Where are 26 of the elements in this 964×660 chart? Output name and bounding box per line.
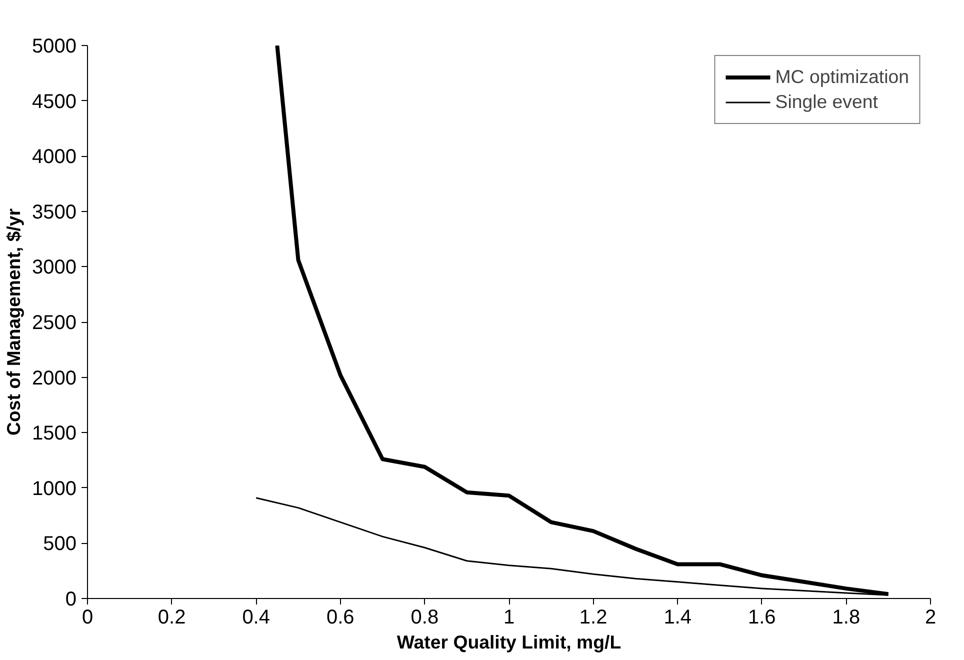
x-tick-label: 1 (503, 606, 515, 628)
y-tick-label: 3500 (32, 201, 77, 224)
x-tick-label: 0.2 (158, 606, 186, 628)
y-tick-label: 4500 (32, 90, 77, 113)
x-tick-label: 0.6 (326, 606, 354, 628)
y-tick-label: 1000 (32, 478, 77, 500)
y-tick-label: 500 (43, 533, 77, 556)
x-tick-label: 0.4 (242, 606, 270, 628)
y-tick-label: 0 (65, 588, 76, 610)
y-tick-label: 1500 (32, 422, 77, 445)
y-tick-label: 4000 (32, 146, 77, 168)
legend-label: Single event (775, 91, 878, 113)
x-tick-label: 1.4 (664, 606, 692, 628)
y-tick-label: 3000 (32, 256, 77, 279)
x-tick-label: 1.8 (832, 606, 860, 628)
x-tick-label: 1.6 (748, 606, 776, 628)
x-tick-label: 1.2 (579, 606, 608, 628)
x-axis-title: Water Quality Limit, mg/L (396, 632, 622, 652)
y-axis-title: Cost of Management, $/yr (3, 208, 24, 436)
y-tick-label: 2000 (32, 367, 77, 390)
y-tick-label: 2500 (32, 312, 77, 334)
x-tick-label: 2 (924, 606, 936, 628)
x-tick-label: 0 (82, 606, 94, 628)
x-tick-label: 0.8 (410, 606, 439, 628)
y-tick-label: 5000 (32, 36, 77, 58)
legend-label: MC optimization (775, 66, 909, 88)
